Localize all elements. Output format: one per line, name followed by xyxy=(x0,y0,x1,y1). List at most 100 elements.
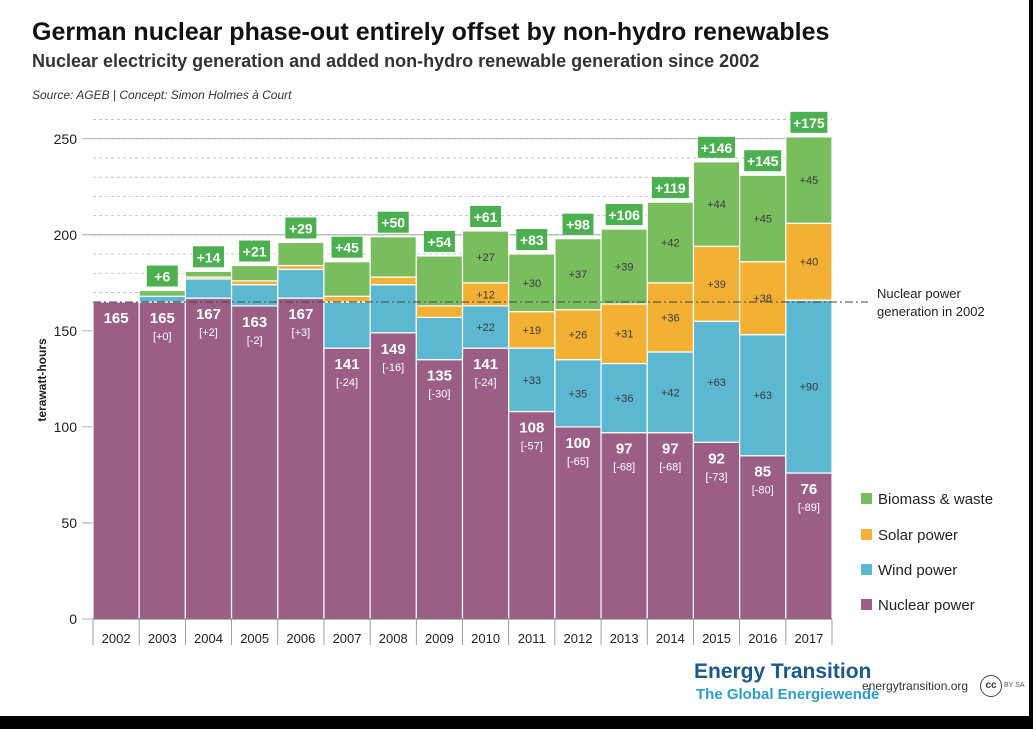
nuclear-change-label: [-80] xyxy=(752,485,774,497)
bar-segment xyxy=(600,303,648,365)
y-tick-label: 50 xyxy=(61,515,77,531)
legend-label: Wind power xyxy=(878,562,957,579)
creative-commons-icon: cc xyxy=(980,675,1002,697)
total-added-label: +61 xyxy=(474,209,498,225)
total-added-label: +45 xyxy=(335,240,359,256)
total-added-label: +6 xyxy=(154,269,170,285)
bar-segment xyxy=(323,295,371,303)
segment-value-label: +36 xyxy=(661,312,680,324)
segment-value-label: +35 xyxy=(569,388,588,400)
bar-segment xyxy=(785,136,833,224)
nuclear-value-label: 92 xyxy=(708,450,725,467)
bar-segment xyxy=(461,305,510,349)
reference-line-label: generation in 2002 xyxy=(877,304,985,319)
bar-segment xyxy=(230,264,279,282)
bar-segment xyxy=(554,359,602,428)
segment-value-label: +12 xyxy=(476,289,495,301)
nuclear-change-label: [-2] xyxy=(247,335,263,347)
nuclear-value-label: 97 xyxy=(662,441,679,458)
brand-tagline: The Global Energiewende xyxy=(696,686,880,703)
bar-segment xyxy=(230,284,279,307)
license-label: BY SA xyxy=(1004,682,1025,689)
segment-value-label: +45 xyxy=(753,213,772,225)
nuclear-value-label: 141 xyxy=(473,356,498,373)
x-tick-label: 2015 xyxy=(702,631,731,646)
segment-value-label: +42 xyxy=(661,237,680,249)
website-link[interactable]: energytransition.org xyxy=(862,679,969,693)
total-added-label: +21 xyxy=(243,244,267,260)
bar-segment xyxy=(138,289,186,297)
x-tick-label: 2017 xyxy=(794,631,823,646)
brand-name: Energy Transition xyxy=(694,660,872,683)
nuclear-value-label: 149 xyxy=(381,341,406,358)
nuclear-value-label: 85 xyxy=(754,464,771,481)
bar-segment xyxy=(277,268,325,299)
x-tick-label: 2003 xyxy=(148,631,177,646)
bar-segment xyxy=(692,441,741,620)
bar-segment xyxy=(92,301,140,620)
segment-value-label: +39 xyxy=(707,279,726,291)
bar-segment xyxy=(369,276,417,286)
legend-swatch xyxy=(861,529,872,540)
segment-value-label: +27 xyxy=(476,252,495,264)
bar-segment xyxy=(646,351,695,434)
x-tick-label: 2014 xyxy=(656,631,685,646)
segment-value-label: +63 xyxy=(707,377,726,389)
y-tick-label: 200 xyxy=(54,227,78,243)
x-tick-label: 2010 xyxy=(471,631,500,646)
bar-segment xyxy=(415,255,464,307)
nuclear-value-label: 108 xyxy=(519,420,544,437)
segment-value-label: +33 xyxy=(522,375,541,387)
total-added-badge xyxy=(790,111,828,133)
bar-segment xyxy=(646,432,695,620)
segment-value-label: +90 xyxy=(800,382,819,394)
x-tick-label: 2005 xyxy=(240,631,269,646)
nuclear-change-label: [-68] xyxy=(613,462,635,474)
total-added-label: +14 xyxy=(197,249,221,265)
bar-segment xyxy=(277,241,325,267)
bar-segment xyxy=(415,305,464,319)
segment-value-label: +45 xyxy=(800,175,819,187)
total-added-badge xyxy=(192,246,224,268)
total-added-badge xyxy=(605,204,643,226)
nuclear-value-label: 167 xyxy=(288,306,313,323)
total-added-badge xyxy=(146,265,178,287)
x-tick-label: 2012 xyxy=(564,631,593,646)
legend-label: Nuclear power xyxy=(878,597,975,614)
segment-value-label: +30 xyxy=(522,278,541,290)
x-tick-label: 2007 xyxy=(333,631,362,646)
bar-segment xyxy=(184,278,233,299)
total-added-label: +50 xyxy=(381,215,405,231)
bar-segment xyxy=(739,174,787,263)
total-added-label: +146 xyxy=(701,140,733,156)
nuclear-change-label: [+3] xyxy=(292,327,311,339)
y-tick-label: 0 xyxy=(69,611,77,627)
segment-value-label: +36 xyxy=(615,393,634,405)
x-tick-label: 2002 xyxy=(102,631,131,646)
total-added-badge xyxy=(377,211,409,233)
total-added-badge xyxy=(423,230,455,252)
bar-segment xyxy=(785,222,833,301)
bar-segment xyxy=(415,316,464,361)
segment-value-label: +19 xyxy=(522,325,541,337)
bar-segment xyxy=(323,261,371,297)
nuclear-value-label: 163 xyxy=(242,314,267,331)
segment-value-label: +22 xyxy=(476,322,495,334)
bar-segment xyxy=(138,301,186,620)
x-tick-label: 2004 xyxy=(194,631,223,646)
bar-segment xyxy=(600,362,648,434)
x-tick-label: 2009 xyxy=(425,631,454,646)
bar-segment xyxy=(785,472,833,620)
bar-segment xyxy=(369,332,417,620)
bar-segment xyxy=(277,297,325,620)
legend-swatch xyxy=(861,493,872,504)
legend-label: Biomass & waste xyxy=(878,491,993,508)
nuclear-change-label: [-16] xyxy=(382,362,404,374)
segment-value-label: +63 xyxy=(753,390,772,402)
x-tick-label: 2011 xyxy=(518,631,546,646)
bar-segment xyxy=(184,270,233,278)
nuclear-value-label: 135 xyxy=(427,368,452,385)
nuclear-value-label: 165 xyxy=(150,310,175,327)
segment-value-label: +42 xyxy=(661,387,680,399)
y-tick-label: 250 xyxy=(54,131,78,147)
